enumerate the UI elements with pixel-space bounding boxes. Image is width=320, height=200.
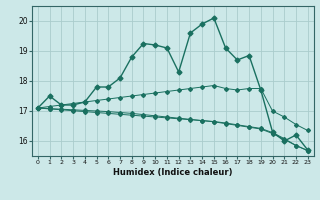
X-axis label: Humidex (Indice chaleur): Humidex (Indice chaleur) — [113, 168, 233, 177]
